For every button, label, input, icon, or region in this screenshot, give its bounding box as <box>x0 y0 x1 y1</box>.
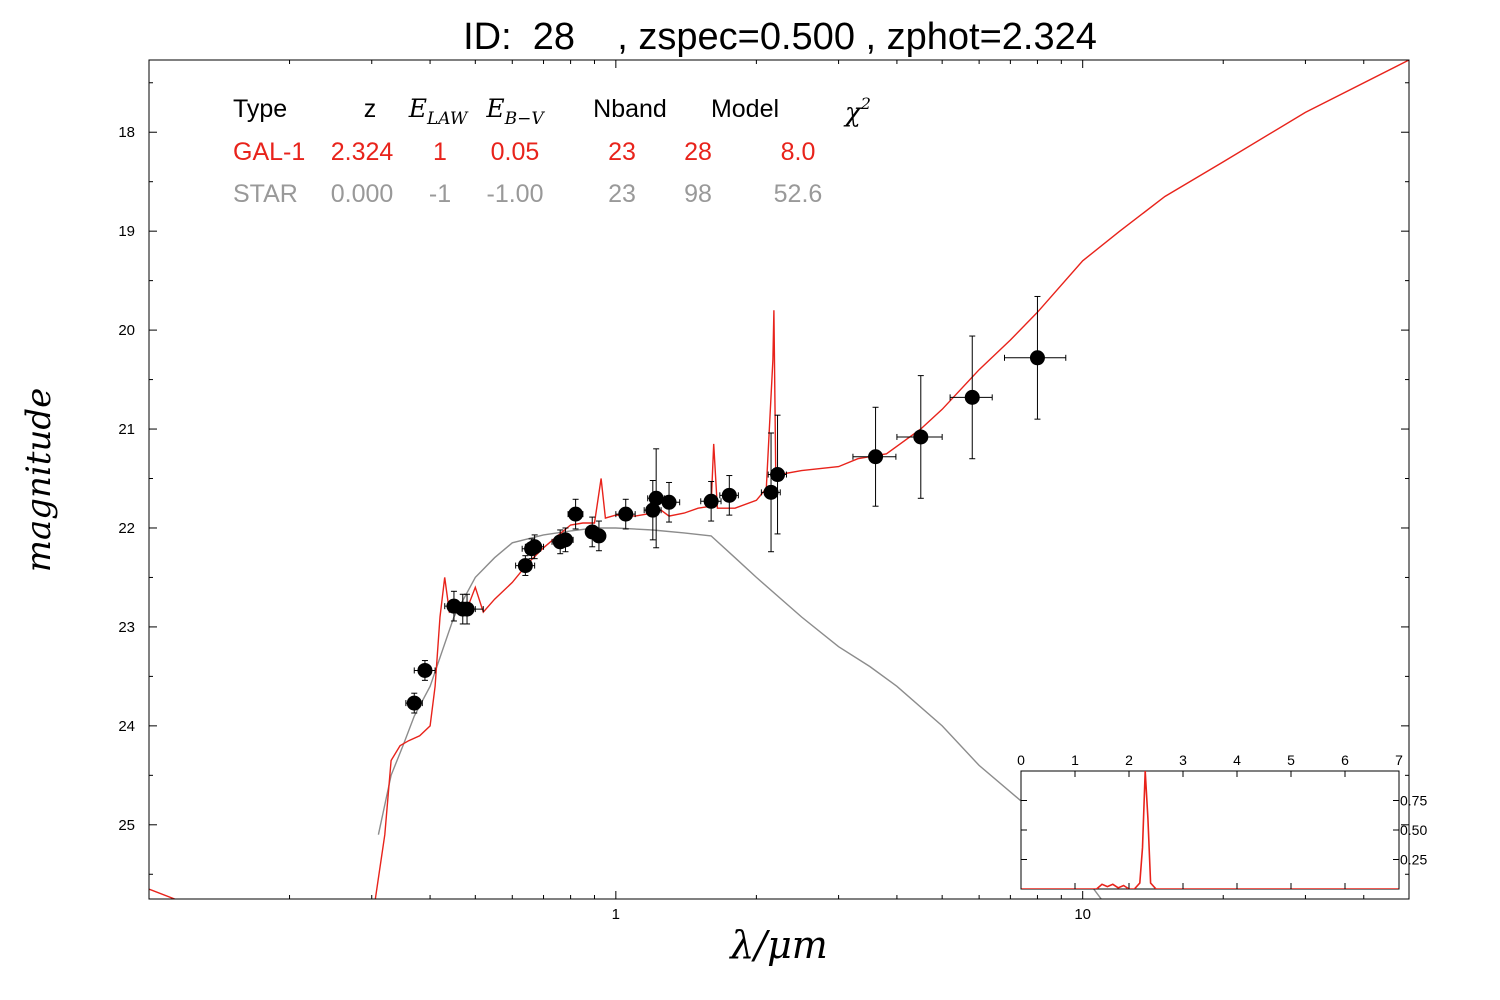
inset-x-tick-label: 4 <box>1233 752 1241 768</box>
photometry-marker <box>868 449 884 465</box>
photometry-marker <box>1029 350 1045 366</box>
photometry-marker <box>406 695 422 711</box>
photometry-point <box>524 534 545 560</box>
photometry-point <box>767 414 787 535</box>
table-cell: 2.324 <box>331 138 394 166</box>
inset-y-tick-label: 0.25 <box>1400 852 1427 868</box>
photometry-point <box>896 375 943 499</box>
photometry-marker <box>459 601 475 617</box>
y-tick-label: 22 <box>118 520 135 537</box>
y-tick-label: 25 <box>118 817 135 834</box>
inset-plot <box>1021 771 1399 889</box>
table-header: Nband <box>593 95 667 123</box>
photometry-marker <box>527 539 543 555</box>
table-cell: -1 <box>429 180 451 208</box>
y-tick-label: 24 <box>118 718 135 735</box>
table-cell: -1.00 <box>487 180 544 208</box>
table-cell: 1 <box>433 138 447 166</box>
inset-pdf: 0 1 2 3 4 5 6 7 0.25 0.50 0.75 <box>1017 752 1427 890</box>
photometry-point <box>591 520 607 552</box>
table-header-chi2: χ2 <box>843 94 871 128</box>
photometry-point <box>647 448 665 549</box>
inset-x-tick-label: 1 <box>1071 752 1079 768</box>
table-cell: 52.6 <box>774 180 823 208</box>
y-tick-label: 21 <box>118 421 135 438</box>
table-header: Type <box>233 95 287 123</box>
y-axis-label: magnitude <box>19 388 59 573</box>
photometry-point <box>567 498 584 530</box>
x-axis-label: λ/μm <box>728 923 828 967</box>
x-tick-label: 1 <box>612 906 620 923</box>
photometry-point <box>719 475 739 516</box>
photometry-marker <box>703 493 719 509</box>
inset-x-tick-label: 3 <box>1179 752 1187 768</box>
y-tick-label: 18 <box>118 124 135 141</box>
photometry-marker <box>568 506 584 522</box>
photometry-marker <box>557 532 573 548</box>
photometry-marker <box>618 506 634 522</box>
inset-frame <box>1020 770 1400 890</box>
inset-x-tick-label: 5 <box>1287 752 1295 768</box>
table-header: Model <box>711 95 779 123</box>
photometry-point <box>1003 295 1067 420</box>
table-cell: 0.000 <box>331 180 394 208</box>
photometry-marker <box>964 389 980 405</box>
table-header-elaw: ELAW <box>408 94 469 129</box>
page-title: ID: 28 , zspec=0.500 , zphot=2.324 <box>463 16 1097 58</box>
photometry-point <box>657 481 681 523</box>
table-header-ebv: EB−V <box>485 94 545 129</box>
photometry-marker <box>661 494 677 510</box>
table-cell: GAL-1 <box>233 138 305 166</box>
photometry-marker <box>517 558 533 574</box>
photometry-marker <box>721 487 737 503</box>
photometry-point <box>405 692 423 714</box>
table-cell: 8.0 <box>781 138 816 166</box>
table-cell: 28 <box>684 138 712 166</box>
axis-labels: λ/μm magnitude <box>19 388 828 967</box>
inset-x-tick-label: 7 <box>1395 752 1403 768</box>
plot-frame <box>148 59 1410 900</box>
inset-y-tick-label: 0.50 <box>1400 822 1427 838</box>
photometry-point <box>448 593 484 625</box>
table-cell: 23 <box>608 138 636 166</box>
photometry-marker <box>913 429 929 445</box>
photometry-marker <box>770 467 786 483</box>
y-tick-label: 23 <box>118 619 135 636</box>
inset-x-tick-label: 2 <box>1125 752 1133 768</box>
inset-x-tick-label: 0 <box>1017 752 1025 768</box>
photometry-marker <box>763 484 779 500</box>
fit-table: Type z ELAW EB−V Nband Model χ2 GAL-1 2.324 1 0.05… <box>233 94 871 208</box>
photometry-point <box>615 498 636 530</box>
photometry-point <box>700 480 722 522</box>
series-line-star <box>377 527 1103 899</box>
photometry-marker <box>417 662 433 678</box>
table-cell: 0.05 <box>491 138 540 166</box>
table-cell: 23 <box>608 180 636 208</box>
photometry-point <box>557 527 574 553</box>
photometry-point <box>413 660 436 681</box>
y-tick-label: 20 <box>118 322 135 339</box>
photometry-point <box>949 335 993 460</box>
photometry-marker <box>591 528 607 544</box>
table-cell: 98 <box>684 180 712 208</box>
inset-pdf-line <box>1021 771 1399 889</box>
inset-x-tick-label: 6 <box>1341 752 1349 768</box>
inset-y-tick-label: 0.75 <box>1400 793 1427 809</box>
y-tick-label: 19 <box>118 223 135 240</box>
photometry-marker <box>648 490 664 506</box>
photometry-layer <box>405 295 1067 714</box>
x-tick-label: 10 <box>1074 906 1091 923</box>
photometry-point <box>852 406 897 507</box>
table-cell: STAR <box>233 180 298 208</box>
table-header: z <box>364 95 377 123</box>
photometry-point <box>515 555 536 576</box>
